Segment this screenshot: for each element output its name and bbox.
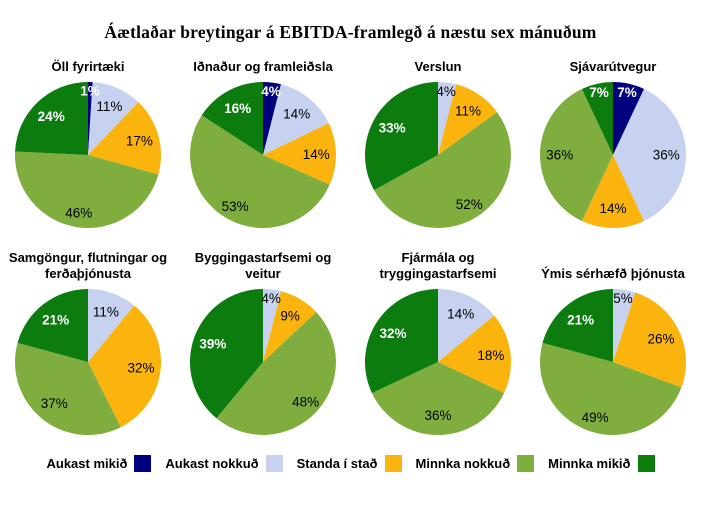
svg-text:7%: 7% xyxy=(589,85,609,100)
svg-text:9%: 9% xyxy=(280,309,300,324)
pie-cell-oll-fyrirtaeki: Öll fyrirtæki 1% 11% 17% 46% 24% xyxy=(1,57,176,232)
pie-cell-samgongur-flutningar-og-ferdathjonusta: Samgöngur, flutningar og ferðaþjónusta 1… xyxy=(1,246,176,439)
svg-text:33%: 33% xyxy=(379,121,406,136)
svg-text:11%: 11% xyxy=(96,99,122,114)
pie-cell-byggingastarfsemi-og-veitur: Byggingastarfsemi og veitur 4% 9% 48% 39% xyxy=(176,246,351,439)
pie-idnadur-og-framleidsla: 4% 14% 14% 53% 16% xyxy=(186,78,340,232)
legend-label-standa-i-stad: Standa í stað xyxy=(296,456,378,471)
chart-main-title: Áætlaðar breytingar á EBITDA-framlegð á … xyxy=(104,22,597,42)
pie-row-2: Samgöngur, flutningar og ferðaþjónusta 1… xyxy=(0,246,701,439)
legend-item-minnka-nokkud: Minnka nokkuð xyxy=(416,455,535,472)
svg-text:37%: 37% xyxy=(41,396,68,411)
pie-title-sjavarutvegur: Sjávarútvegur xyxy=(569,58,657,74)
svg-text:18%: 18% xyxy=(477,348,504,363)
pie-oll-fyrirtaeki: 1% 11% 17% 46% 24% xyxy=(11,78,165,232)
legend-swatch-minnka-nokkud xyxy=(517,455,535,472)
svg-text:4%: 4% xyxy=(436,84,456,99)
pie-title-byggingastarfsemi-og-veitur: Byggingastarfsemi og veitur xyxy=(194,249,332,281)
pie-cell-fjarmala-og-tryggingastarfsemi: Fjármála og tryggingastarfsemi 14% 18% 36%… xyxy=(351,246,526,439)
svg-text:46%: 46% xyxy=(65,205,92,220)
svg-text:32%: 32% xyxy=(127,360,154,375)
pie-title-fjarmala-og-tryggingastarfsemi: Fjármála og tryggingastarfsemi xyxy=(379,249,497,281)
svg-text:53%: 53% xyxy=(222,199,249,214)
svg-text:4%: 4% xyxy=(261,84,281,99)
pie-cell-verslun: Verslun 4% 11% 52% 33% xyxy=(351,57,526,232)
pie-samgongur-flutningar-og-ferdathjonusta: 11% 32% 37% 21% xyxy=(11,285,165,439)
pie-title-ymis-serhaefd-thjonusta: Ýmis sérhæfð þjónusta xyxy=(541,265,685,281)
svg-text:1%: 1% xyxy=(80,83,100,98)
svg-text:21%: 21% xyxy=(42,312,69,327)
svg-text:14%: 14% xyxy=(599,201,626,216)
svg-text:14%: 14% xyxy=(303,147,330,162)
pie-title-oll-fyrirtaeki: Öll fyrirtæki xyxy=(51,58,125,74)
svg-text:36%: 36% xyxy=(546,148,573,163)
legend-swatch-minnka-mikid xyxy=(637,455,655,472)
svg-text:39%: 39% xyxy=(199,337,226,352)
svg-text:49%: 49% xyxy=(582,410,609,425)
legend-item-standa-i-stad: Standa í stað xyxy=(297,455,402,472)
svg-text:11%: 11% xyxy=(455,104,481,119)
svg-text:24%: 24% xyxy=(38,109,65,124)
svg-text:7%: 7% xyxy=(617,85,637,100)
svg-text:14%: 14% xyxy=(447,306,474,321)
svg-text:5%: 5% xyxy=(613,291,633,306)
pie-title-idnadur-og-framleidsla: Iðnaður og framleiðsla xyxy=(193,58,333,74)
svg-text:14%: 14% xyxy=(283,106,310,121)
pie-ymis-serhaefd-thjonusta: 5% 26% 49% 21% xyxy=(536,285,690,439)
pie-cell-idnadur-og-framleidsla: Iðnaður og framleiðsla 4% 14% 14% 53% 16% xyxy=(176,57,351,232)
legend-item-aukast-nokkud: Aukast nokkuð xyxy=(165,455,283,472)
pie-title-samgongur-flutningar-og-ferdathjonusta: Samgöngur, flutningar og ferðaþjónusta xyxy=(8,249,168,281)
pie-byggingastarfsemi-og-veitur: 4% 9% 48% 39% xyxy=(186,285,340,439)
svg-text:32%: 32% xyxy=(379,326,406,341)
pie-cell-ymis-serhaefd-thjonusta: Ýmis sérhæfð þjónusta 5% 26% 49% 21% xyxy=(526,246,701,439)
legend-swatch-aukast-nokkud xyxy=(265,455,283,472)
legend-label-minnka-mikid: Minnka mikið xyxy=(548,456,631,471)
pie-sjavarutvegur: 7% 36% 14% 36% 7% xyxy=(536,78,690,232)
svg-text:48%: 48% xyxy=(292,395,319,410)
svg-text:36%: 36% xyxy=(653,148,680,163)
pie-row-1: Öll fyrirtæki 1% 11% 17% 46% 24% Iðnaður og … xyxy=(0,57,701,232)
pie-cell-sjavarutvegur: Sjávarútvegur 7% 36% 14% 36% 7% xyxy=(526,57,701,232)
svg-text:36%: 36% xyxy=(424,408,451,423)
svg-text:16%: 16% xyxy=(224,101,251,116)
legend-item-aukast-mikid: Aukast mikið xyxy=(46,455,152,472)
legend-swatch-aukast-mikid xyxy=(134,455,152,472)
svg-text:11%: 11% xyxy=(93,304,119,319)
svg-text:52%: 52% xyxy=(456,197,483,212)
legend-swatch-standa-i-stad xyxy=(384,455,402,472)
chart-legend: Aukast mikið Aukast nokkuð Standa í stað… xyxy=(0,455,701,472)
svg-text:26%: 26% xyxy=(647,331,674,346)
legend-item-minnka-mikid: Minnka mikið xyxy=(548,455,655,472)
pie-fjarmala-og-tryggingastarfsemi: 14% 18% 36% 32% xyxy=(361,285,515,439)
svg-text:21%: 21% xyxy=(567,312,594,327)
legend-label-aukast-nokkud: Aukast nokkuð xyxy=(165,456,259,471)
svg-text:17%: 17% xyxy=(126,133,153,148)
svg-text:4%: 4% xyxy=(261,291,281,306)
pie-title-verslun: Verslun xyxy=(414,58,462,74)
legend-label-minnka-nokkud: Minnka nokkuð xyxy=(415,456,511,471)
legend-label-aukast-mikid: Aukast mikið xyxy=(46,456,128,471)
pie-verslun: 4% 11% 52% 33% xyxy=(361,78,515,232)
